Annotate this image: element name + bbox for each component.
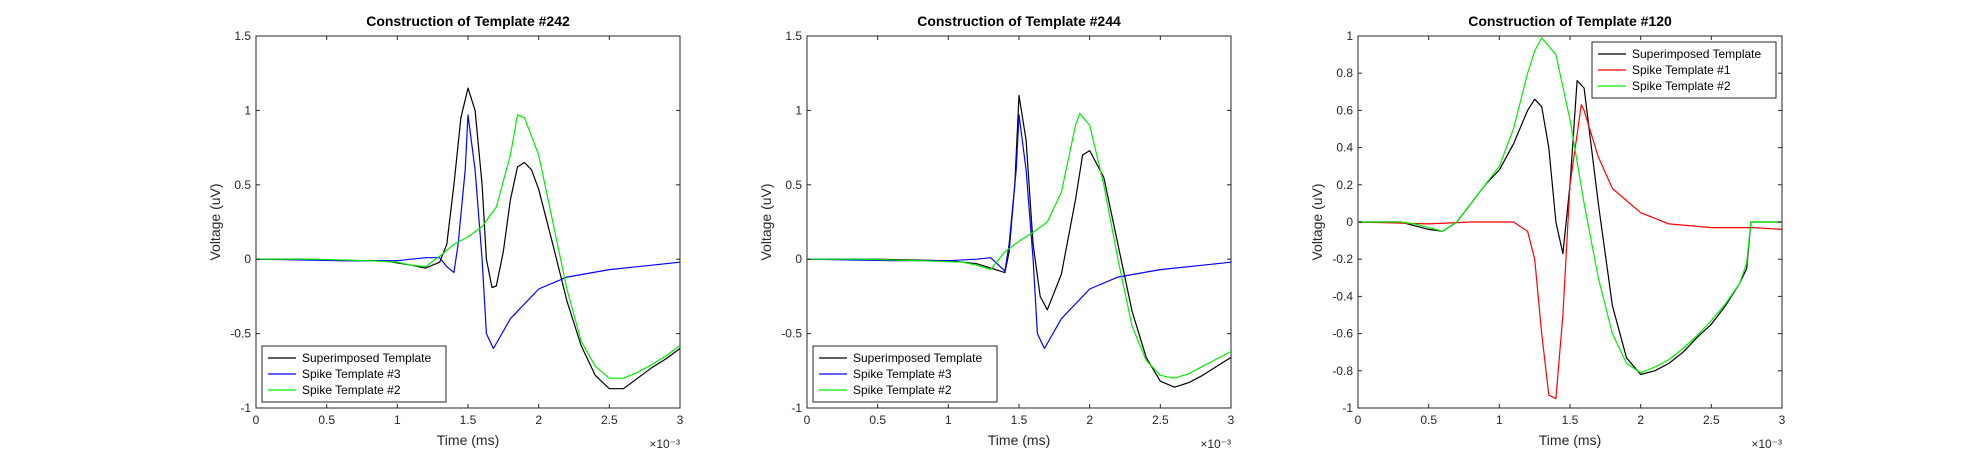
legend-entry: Spike Template #3 (853, 367, 952, 381)
y-tick-label: 0.8 (1336, 66, 1353, 80)
legend-entry: Spike Template #3 (302, 367, 401, 381)
x-tick-label: 0.5 (318, 413, 335, 427)
y-tick-label: 0.4 (1336, 141, 1353, 155)
series-line-1 (807, 94, 1231, 388)
y-tick-label: -0.5 (781, 327, 802, 341)
legend: Superimposed Template Spike Template #3 Sp… (261, 345, 447, 403)
y-tick-label: 0.6 (1336, 103, 1353, 117)
series-line-3 (256, 114, 680, 379)
x-exponent-label: ×10⁻³ (1751, 437, 1782, 451)
legend-entry: Spike Template #2 (1632, 79, 1731, 93)
y-tick-label: 1 (1346, 29, 1353, 43)
y-tick-label: 0.5 (234, 178, 251, 192)
x-tick-label: 2.5 (601, 413, 618, 427)
legend-entry: Spike Template #2 (853, 383, 952, 397)
x-tick-label: 2.5 (1703, 413, 1720, 427)
y-tick-label: 0.2 (1336, 178, 1353, 192)
x-axis-label: Time (ms) (1539, 432, 1601, 448)
series-group (1358, 37, 1782, 400)
x-tick-label: 0.5 (1420, 413, 1437, 427)
x-tick-label: 2 (1086, 413, 1093, 427)
legend: Superimposed Template Spike Template #1 Sp… (1591, 41, 1777, 99)
y-tick-label: -1 (791, 401, 802, 415)
x-tick-label: 3 (1228, 413, 1235, 427)
legend: Superimposed Template Spike Template #3 Sp… (812, 345, 998, 403)
series-line-1 (256, 87, 680, 390)
x-tick-label: 1 (394, 413, 401, 427)
x-tick-label: 0 (804, 413, 811, 427)
chart-title: Construction of Template #242 (366, 13, 570, 29)
y-tick-label: -0.4 (1332, 289, 1353, 303)
x-exponent-label: ×10⁻³ (649, 437, 680, 451)
y-tick-label: -0.2 (1332, 252, 1353, 266)
series-line-2 (256, 114, 680, 350)
legend-entry: Superimposed Template (853, 351, 983, 365)
y-tick-label: -0.5 (230, 327, 251, 341)
y-tick-label: 1 (244, 103, 251, 117)
x-tick-label: 1.5 (460, 413, 477, 427)
y-tick-label: 1.5 (785, 29, 802, 43)
x-axis-label: Time (ms) (437, 432, 499, 448)
x-tick-label: 0 (1355, 413, 1362, 427)
series-group (807, 94, 1231, 388)
y-axis-label: Voltage (uV) (207, 183, 223, 260)
legend-entry: Spike Template #1 (1632, 63, 1731, 77)
x-tick-label: 1.5 (1011, 413, 1028, 427)
y-tick-label: -1 (240, 401, 251, 415)
x-tick-label: 1 (945, 413, 952, 427)
x-tick-label: 2.5 (1152, 413, 1169, 427)
y-tick-label: -0.6 (1332, 327, 1353, 341)
series-line-3 (1358, 37, 1782, 374)
y-axis-label: Voltage (uV) (758, 183, 774, 260)
legend-entry: Spike Template #2 (302, 383, 401, 397)
chart-panel-1: 0 0.5 1 1.5 2 2.5 3 -1 -0.5 0 0.5 1 1.5 Construction … (207, 13, 684, 451)
series-group (256, 87, 680, 390)
chart-title: Construction of Template #244 (917, 13, 1121, 29)
series-line-2 (1358, 104, 1782, 400)
x-tick-label: 0 (253, 413, 260, 427)
x-tick-label: 0.5 (869, 413, 886, 427)
x-tick-label: 3 (1779, 413, 1786, 427)
chart-title: Construction of Template #120 (1468, 13, 1672, 29)
y-tick-label: 1.5 (234, 29, 251, 43)
x-axis-label: Time (ms) (988, 432, 1050, 448)
x-tick-label: 1.5 (1562, 413, 1579, 427)
y-tick-label: 0 (795, 252, 802, 266)
y-tick-label: 0 (1346, 215, 1353, 229)
y-tick-label: 0.5 (785, 178, 802, 192)
y-axis-label: Voltage (uV) (1309, 183, 1325, 260)
chart-panel-3: 0 0.5 1 1.5 2 2.5 3 -1 -0.8 -0.6 -0.4 -0.2 0 0.2 0.4 0.… (1309, 13, 1786, 451)
legend-entry: Superimposed Template (302, 351, 432, 365)
series-line-2 (807, 114, 1231, 350)
y-tick-label: 0 (244, 252, 251, 266)
y-tick-label: 1 (795, 103, 802, 117)
x-exponent-label: ×10⁻³ (1200, 437, 1231, 451)
x-tick-label: 2 (1637, 413, 1644, 427)
x-tick-label: 2 (535, 413, 542, 427)
y-tick-label: -0.8 (1332, 364, 1353, 378)
x-tick-label: 3 (677, 413, 684, 427)
x-tick-label: 1 (1496, 413, 1503, 427)
series-line-3 (807, 112, 1231, 379)
chart-panel-2: 0 0.5 1 1.5 2 2.5 3 -1 -0.5 0 0.5 1 1.5 Construction … (758, 13, 1235, 451)
legend-entry: Superimposed Template (1632, 47, 1762, 61)
y-tick-label: -1 (1342, 401, 1353, 415)
